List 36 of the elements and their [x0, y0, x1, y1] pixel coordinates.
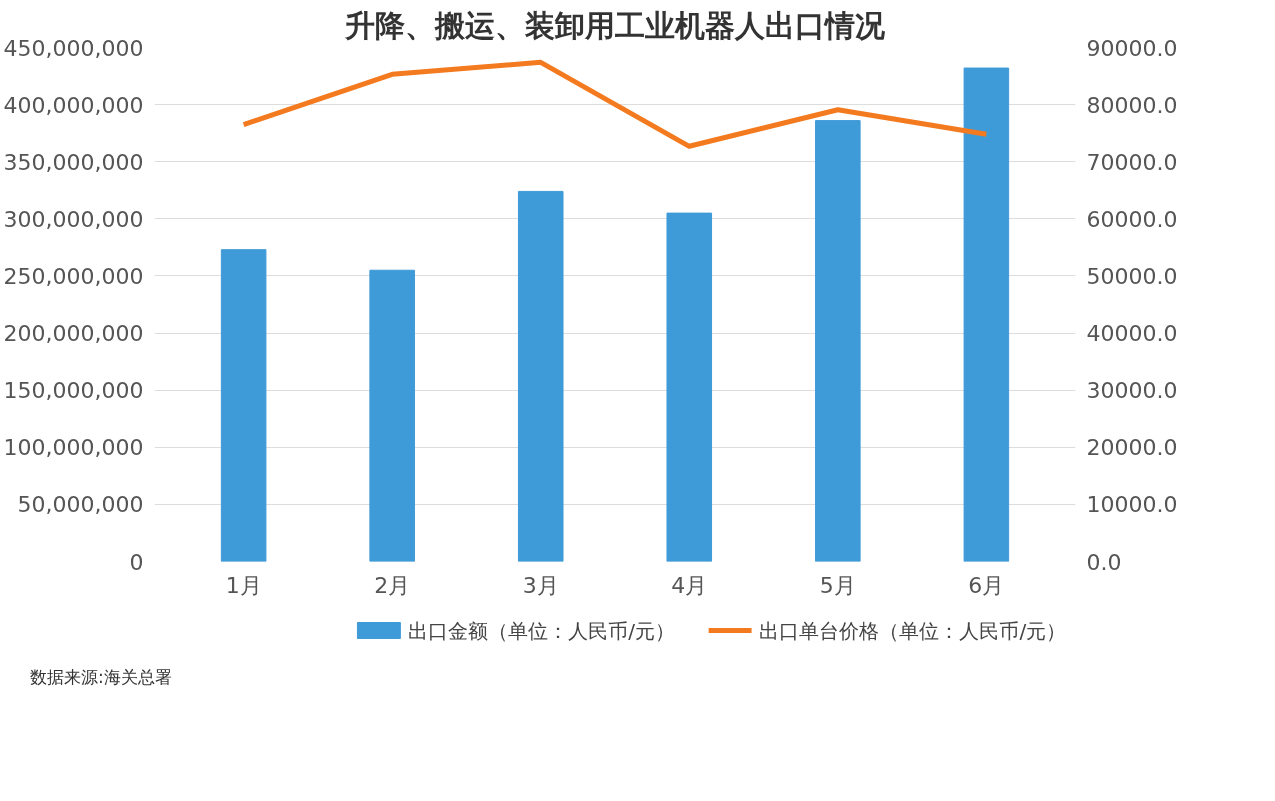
x-tick-label: 1月	[225, 572, 262, 598]
y2-tick-label: 70000.0	[1086, 149, 1178, 175]
bar	[220, 249, 267, 562]
chart-title: 升降、搬运、装卸用工业机器人出口情况	[344, 7, 886, 43]
y2-tick-label: 40000.0	[1086, 321, 1178, 347]
y-tick-label: 300,000,000	[3, 206, 144, 232]
y-tick-label: 100,000,000	[3, 435, 144, 461]
x-tick-label: 6月	[968, 572, 1005, 598]
y-tick-label: 400,000,000	[3, 92, 144, 118]
y-tick-label: 350,000,000	[3, 149, 144, 175]
bar	[963, 67, 1010, 562]
y-tick-label: 200,000,000	[3, 321, 144, 347]
y-tick-label: 150,000,000	[3, 378, 144, 404]
y-tick-label: 50,000,000	[17, 492, 144, 518]
y-tick-label: 450,000,000	[3, 35, 144, 61]
bar	[517, 190, 564, 562]
y2-tick-label: 0.0	[1086, 549, 1122, 575]
y2-tick-label: 90000.0	[1086, 35, 1178, 61]
legend-label: 出口金额（单位：人民币/元）	[408, 618, 675, 643]
y2-tick-label: 60000.0	[1086, 206, 1178, 232]
y-tick-label: 0	[129, 549, 144, 575]
y2-tick-label: 30000.0	[1086, 378, 1178, 404]
y2-tick-label: 80000.0	[1086, 92, 1178, 118]
bar	[815, 120, 861, 562]
legend-label: 出口单台价格（单位：人民币/元）	[759, 618, 1067, 643]
bar	[666, 212, 713, 562]
y-tick-label: 250,000,000	[3, 263, 144, 289]
y2-tick-label: 10000.0	[1086, 492, 1178, 518]
y2-tick-label: 50000.0	[1086, 263, 1178, 289]
bar	[369, 269, 415, 562]
x-tick-label: 2月	[374, 572, 411, 598]
x-tick-label: 4月	[671, 572, 708, 598]
x-tick-label: 3月	[522, 572, 559, 598]
source-note: 数据来源:海关总署	[30, 666, 172, 689]
y2-tick-label: 20000.0	[1086, 435, 1178, 461]
x-tick-label: 5月	[819, 572, 856, 598]
